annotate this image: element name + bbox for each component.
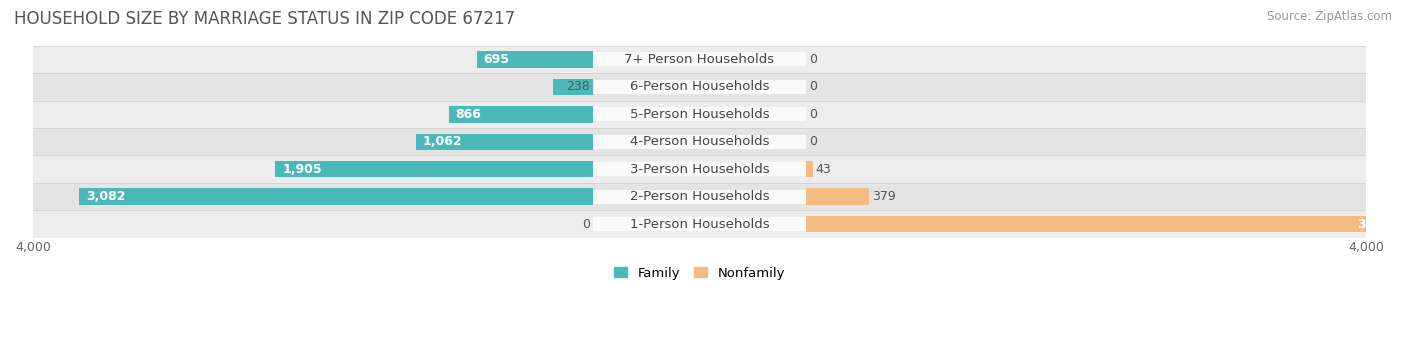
Text: 0: 0: [808, 53, 817, 66]
Text: 0: 0: [808, 80, 817, 93]
Bar: [806, 161, 813, 177]
Text: 43: 43: [815, 163, 831, 176]
Bar: [79, 188, 593, 205]
Text: 3-Person Households: 3-Person Households: [630, 163, 769, 176]
Text: 4-Person Households: 4-Person Households: [630, 135, 769, 148]
Text: 3,583: 3,583: [1357, 218, 1396, 231]
Bar: [593, 135, 806, 149]
Bar: [32, 128, 1367, 155]
Bar: [32, 155, 1367, 183]
Text: 0: 0: [808, 135, 817, 148]
Text: 379: 379: [872, 190, 896, 203]
Text: 3,082: 3,082: [86, 190, 125, 203]
Bar: [593, 52, 806, 66]
Text: 6-Person Households: 6-Person Households: [630, 80, 769, 93]
Bar: [806, 216, 1403, 233]
Text: 1-Person Households: 1-Person Households: [630, 218, 769, 231]
Bar: [276, 161, 593, 177]
Text: 1,062: 1,062: [423, 135, 463, 148]
Bar: [593, 107, 806, 121]
Text: 866: 866: [456, 108, 481, 121]
Text: Source: ZipAtlas.com: Source: ZipAtlas.com: [1267, 10, 1392, 23]
Bar: [416, 134, 593, 150]
Text: 238: 238: [567, 80, 591, 93]
Text: 0: 0: [808, 108, 817, 121]
Bar: [553, 79, 593, 95]
Bar: [32, 46, 1367, 73]
Text: 0: 0: [582, 218, 591, 231]
Bar: [806, 188, 869, 205]
Bar: [32, 210, 1367, 238]
Bar: [32, 183, 1367, 210]
Bar: [32, 101, 1367, 128]
Text: 695: 695: [484, 53, 510, 66]
Bar: [477, 51, 593, 68]
Bar: [593, 80, 806, 94]
Bar: [593, 217, 806, 231]
Text: 1,905: 1,905: [283, 163, 322, 176]
Text: 5-Person Households: 5-Person Households: [630, 108, 769, 121]
Bar: [593, 190, 806, 204]
Bar: [449, 106, 593, 122]
Text: 2-Person Households: 2-Person Households: [630, 190, 769, 203]
Bar: [593, 162, 806, 176]
Bar: [32, 73, 1367, 101]
Text: 7+ Person Households: 7+ Person Households: [624, 53, 775, 66]
Text: HOUSEHOLD SIZE BY MARRIAGE STATUS IN ZIP CODE 67217: HOUSEHOLD SIZE BY MARRIAGE STATUS IN ZIP…: [14, 10, 515, 28]
Legend: Family, Nonfamily: Family, Nonfamily: [609, 261, 790, 285]
